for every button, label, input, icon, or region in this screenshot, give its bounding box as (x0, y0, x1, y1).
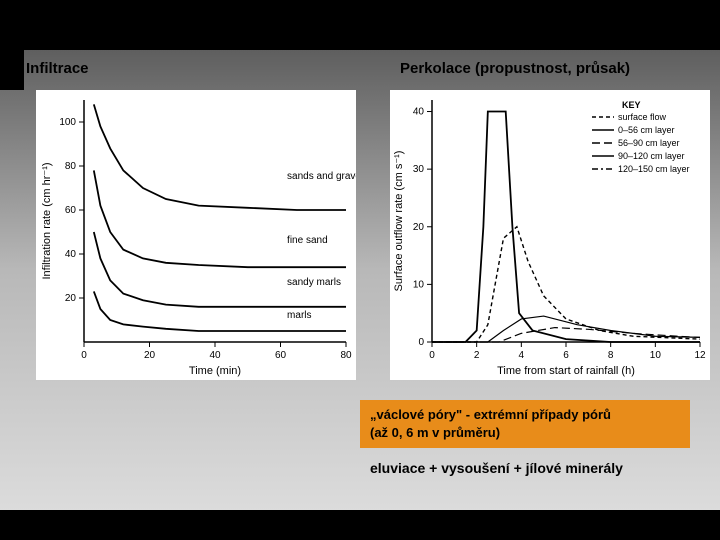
svg-text:sandy marls: sandy marls (287, 277, 341, 288)
svg-text:fine sand: fine sand (287, 235, 328, 246)
svg-text:0–56 cm layer: 0–56 cm layer (618, 125, 675, 135)
left-bar (0, 50, 24, 90)
svg-text:Time from start of rainfall (h: Time from start of rainfall (h) (497, 365, 635, 377)
svg-text:2: 2 (474, 350, 480, 361)
svg-text:60: 60 (65, 205, 77, 216)
svg-text:sands and gravels: sands and gravels (287, 171, 356, 182)
svg-text:8: 8 (608, 350, 614, 361)
svg-text:10: 10 (413, 279, 425, 290)
svg-text:4: 4 (519, 350, 525, 361)
percolation-chart: 0 2 4 6 8 10 12 0 10 20 30 40 Time from start of rai… (390, 90, 710, 380)
svg-text:Surface outflow rate (cm s⁻¹): Surface outflow rate (cm s⁻¹) (393, 151, 405, 292)
svg-text:120–150 cm layer: 120–150 cm layer (618, 164, 690, 174)
svg-text:6: 6 (563, 350, 569, 361)
chart-label-right: Perkolace (propustnost, průsak) (400, 60, 630, 77)
svg-text:marls: marls (287, 310, 311, 321)
highlight-box: „václové póry" - extrémní případy pórů (… (360, 400, 690, 448)
svg-text:56–90 cm layer: 56–90 cm layer (618, 138, 680, 148)
highlight-line2: (až 0, 6 m v průměru) (370, 425, 500, 440)
svg-text:100: 100 (59, 117, 76, 128)
svg-text:KEY: KEY (622, 100, 641, 110)
svg-text:20: 20 (144, 350, 156, 361)
svg-text:80: 80 (340, 350, 352, 361)
svg-text:40: 40 (209, 350, 221, 361)
section-heading: 4. Procesy přenosů (286, 18, 434, 36)
svg-text:Time (min): Time (min) (189, 365, 241, 377)
svg-text:0: 0 (429, 350, 435, 361)
svg-text:Infiltration rate (cm hr⁻¹): Infiltration rate (cm hr⁻¹) (41, 162, 53, 279)
svg-text:30: 30 (413, 164, 425, 175)
svg-text:40: 40 (413, 107, 425, 118)
svg-text:0: 0 (81, 350, 87, 361)
svg-text:0: 0 (418, 337, 424, 348)
bottom-text: eluviace + vysoušení + jílové minerály (370, 460, 623, 476)
highlight-line1: „václové póry" - extrémní případy pórů (370, 407, 611, 422)
infiltration-chart: 0 20 40 60 80 20 40 60 80 100 Time (min) Infiltrati… (36, 90, 356, 380)
bottom-bar (0, 510, 720, 540)
svg-text:80: 80 (65, 161, 77, 172)
chart-label-left: Infiltrace (26, 60, 89, 77)
svg-text:10: 10 (650, 350, 662, 361)
svg-text:20: 20 (413, 222, 425, 233)
svg-text:90–120 cm layer: 90–120 cm layer (618, 151, 685, 161)
svg-text:60: 60 (275, 350, 287, 361)
svg-text:40: 40 (65, 249, 77, 260)
svg-text:12: 12 (694, 350, 706, 361)
svg-text:20: 20 (65, 293, 77, 304)
svg-text:surface flow: surface flow (618, 112, 667, 122)
